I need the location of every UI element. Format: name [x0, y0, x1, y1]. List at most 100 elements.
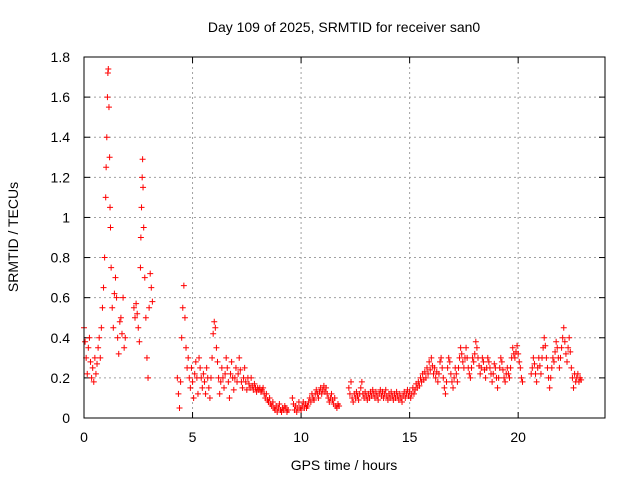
data-point: [237, 366, 244, 373]
x-axis-label: GPS time / hours: [291, 457, 398, 473]
data-point: [101, 254, 108, 261]
data-point: [559, 334, 566, 341]
data-point: [221, 384, 228, 391]
data-point: [186, 374, 193, 381]
data-point: [464, 354, 471, 361]
data-point: [447, 370, 454, 377]
data-point: [466, 370, 473, 377]
data-point: [425, 370, 432, 377]
data-point: [478, 364, 485, 371]
data-point: [104, 94, 111, 101]
data-point: [206, 394, 213, 401]
data-point: [399, 398, 406, 405]
data-point: [197, 364, 204, 371]
data-point: [542, 342, 549, 349]
data-point: [355, 396, 362, 403]
data-point: [143, 354, 150, 361]
data-point: [396, 390, 403, 397]
data-point: [407, 394, 414, 401]
data-point: [550, 358, 557, 365]
data-point: [137, 234, 144, 241]
data-point: [578, 376, 585, 383]
data-point: [530, 354, 537, 361]
data-point: [375, 396, 382, 403]
data-point: [179, 304, 186, 311]
data-point: [490, 370, 497, 377]
data-point: [511, 354, 518, 361]
data-point: [549, 354, 556, 361]
y-tick-label: 1.2: [51, 169, 71, 185]
data-point: [496, 364, 503, 371]
data-point: [561, 338, 568, 345]
data-point: [118, 330, 125, 337]
data-point: [82, 338, 89, 345]
data-point: [192, 358, 199, 365]
data-point: [362, 388, 369, 395]
y-tick-label: 1.8: [51, 49, 71, 65]
x-tick-label: 5: [189, 429, 197, 445]
data-point: [196, 354, 203, 361]
data-point: [313, 386, 320, 393]
data-point: [536, 362, 543, 369]
data-point: [205, 384, 212, 391]
data-point: [529, 364, 536, 371]
x-tick-label: 15: [402, 429, 418, 445]
data-point: [446, 358, 453, 365]
data-point: [445, 354, 452, 361]
data-point: [485, 358, 492, 365]
data-point: [557, 354, 564, 361]
data-point: [470, 358, 477, 365]
data-point: [326, 398, 333, 405]
data-point: [194, 390, 201, 397]
data-point: [315, 394, 322, 401]
data-point: [422, 374, 429, 381]
y-tick-label: 0.8: [51, 250, 71, 266]
data-point: [176, 404, 183, 411]
data-point: [218, 364, 225, 371]
data-point: [117, 314, 124, 321]
data-point: [472, 338, 479, 345]
data-point: [132, 314, 139, 321]
data-point: [543, 354, 550, 361]
data-point: [515, 350, 522, 357]
data-point: [148, 284, 155, 291]
data-point: [479, 354, 486, 361]
data-point: [239, 384, 246, 391]
data-point: [227, 370, 234, 377]
data-point: [108, 264, 115, 271]
data-point: [266, 394, 273, 401]
data-point: [113, 294, 120, 301]
data-point: [90, 378, 97, 385]
data-point: [357, 384, 364, 391]
data-point: [494, 384, 501, 391]
data-point: [566, 334, 573, 341]
data-point: [260, 384, 267, 391]
data-point: [95, 344, 102, 351]
data-point: [350, 398, 357, 405]
data-point: [469, 354, 476, 361]
data-point: [140, 184, 147, 191]
data-point: [560, 324, 567, 331]
data-point: [209, 354, 216, 361]
data-point: [106, 154, 113, 161]
data-point: [175, 390, 182, 397]
data-point: [348, 378, 355, 385]
data-point: [558, 344, 565, 351]
data-point: [99, 304, 106, 311]
data-point: [484, 354, 491, 361]
x-tick-label: 0: [80, 429, 88, 445]
data-point: [112, 274, 119, 281]
data-point: [228, 358, 235, 365]
data-point: [149, 298, 156, 305]
data-point: [353, 388, 360, 395]
data-point: [185, 354, 192, 361]
data-point: [393, 388, 400, 395]
data-point: [345, 384, 352, 391]
data-point: [467, 374, 474, 381]
data-point: [453, 370, 460, 377]
data-point: [207, 374, 214, 381]
data-point: [532, 370, 539, 377]
data-point: [471, 350, 478, 357]
data-point: [141, 274, 148, 281]
